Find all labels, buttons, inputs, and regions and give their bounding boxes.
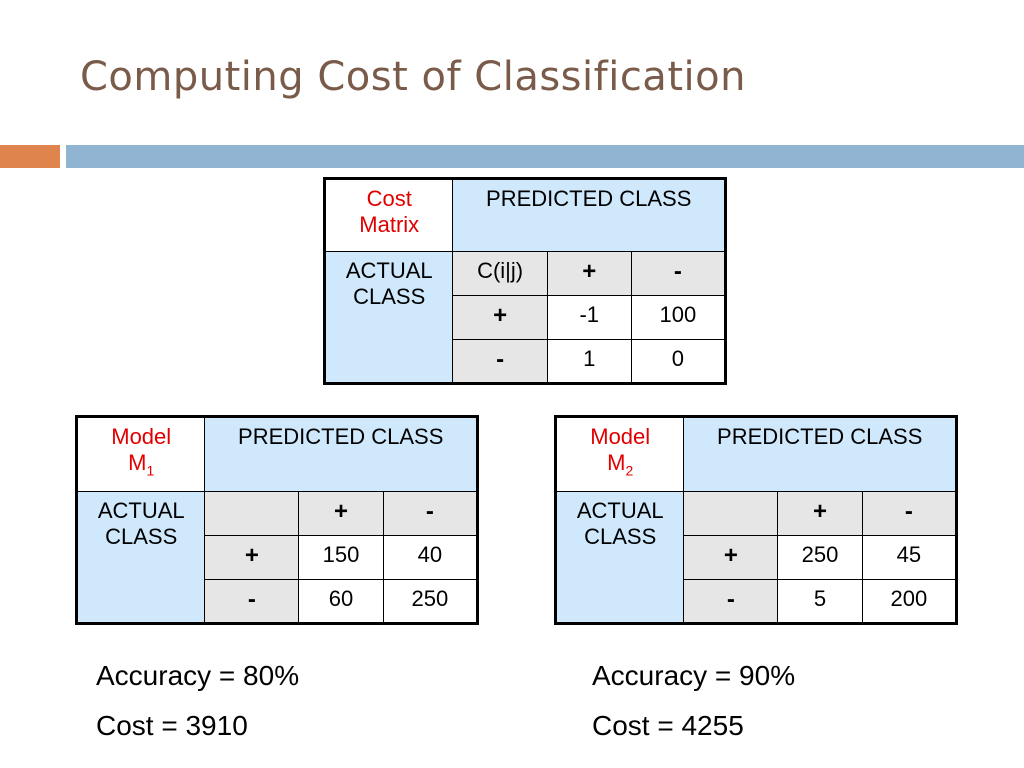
col-label-negative: - [861,491,958,536]
model-letter: M [607,450,626,475]
model-m2-cost: Cost = 4255 [592,710,744,741]
predicted-class-header: PREDICTED CLASS [683,416,957,492]
cost-function-label: C(i|j) [452,251,548,296]
col-label-negative: - [630,251,727,296]
model-letter: M [128,450,147,475]
model-m2-corner-label: Model M2 [554,416,685,492]
matrix-cell: 60 [298,579,384,624]
matrix-cell: -1 [546,295,632,340]
matrix-cell: 250 [777,535,863,580]
actual-header-line-1: ACTUAL [576,498,664,523]
empty-corner-cell [683,491,779,536]
model-m1-corner-label: Model M1 [75,416,206,492]
model-m1-cost: Cost = 3910 [96,710,248,741]
matrix-cell: 200 [861,579,958,624]
row-label-positive: + [683,535,779,580]
actual-class-header: ACTUAL CLASS [323,251,454,384]
predicted-class-header: PREDICTED CLASS [452,178,726,252]
model-m2-confusion-table: Model M2 PREDICTED CLASS ACTUAL CLASS + … [554,415,958,625]
model-subscript: 2 [625,462,634,479]
model-subscript: 1 [146,462,155,479]
model-m1-confusion-table: Model M1 PREDICTED CLASS ACTUAL CLASS + … [75,415,479,625]
row-label-negative: - [204,579,300,624]
row-label-positive: + [204,535,300,580]
matrix-cell: 5 [777,579,863,624]
col-label-negative: - [382,491,479,536]
matrix-cell: 1 [546,339,632,384]
matrix-cell: 250 [382,579,479,624]
corner-line-1: Model [111,424,172,449]
accent-bar [0,145,60,168]
model-m1-accuracy: Accuracy = 80% [96,660,300,691]
actual-header-line-1: ACTUAL [345,258,433,283]
corner-line-2: Matrix [359,212,420,237]
cost-matrix-corner-label: Cost Matrix [323,178,454,252]
matrix-cell: 100 [630,295,727,340]
empty-corner-cell [204,491,300,536]
row-label-positive: + [452,295,548,340]
matrix-cell: 40 [382,535,479,580]
title-divider-bar [66,145,1024,168]
actual-header-line-2: CLASS [353,284,426,309]
col-label-positive: + [777,491,863,536]
row-label-negative: - [683,579,779,624]
row-label-negative: - [452,339,548,384]
col-label-positive: + [298,491,384,536]
actual-class-header: ACTUAL CLASS [75,491,206,624]
cost-matrix-table: Cost Matrix PREDICTED CLASS ACTUAL CLASS… [323,177,727,385]
corner-line-1: Cost [366,186,412,211]
predicted-class-header: PREDICTED CLASS [204,416,478,492]
actual-header-line-2: CLASS [584,524,657,549]
actual-header-line-2: CLASS [105,524,178,549]
corner-line-1: Model [590,424,651,449]
matrix-cell: 150 [298,535,384,580]
actual-header-line-1: ACTUAL [97,498,185,523]
col-label-positive: + [546,251,632,296]
slide-title: Computing Cost of Classification [80,54,746,100]
actual-class-header: ACTUAL CLASS [554,491,685,624]
model-m2-accuracy: Accuracy = 90% [592,660,796,691]
matrix-cell: 0 [630,339,727,384]
matrix-cell: 45 [861,535,958,580]
